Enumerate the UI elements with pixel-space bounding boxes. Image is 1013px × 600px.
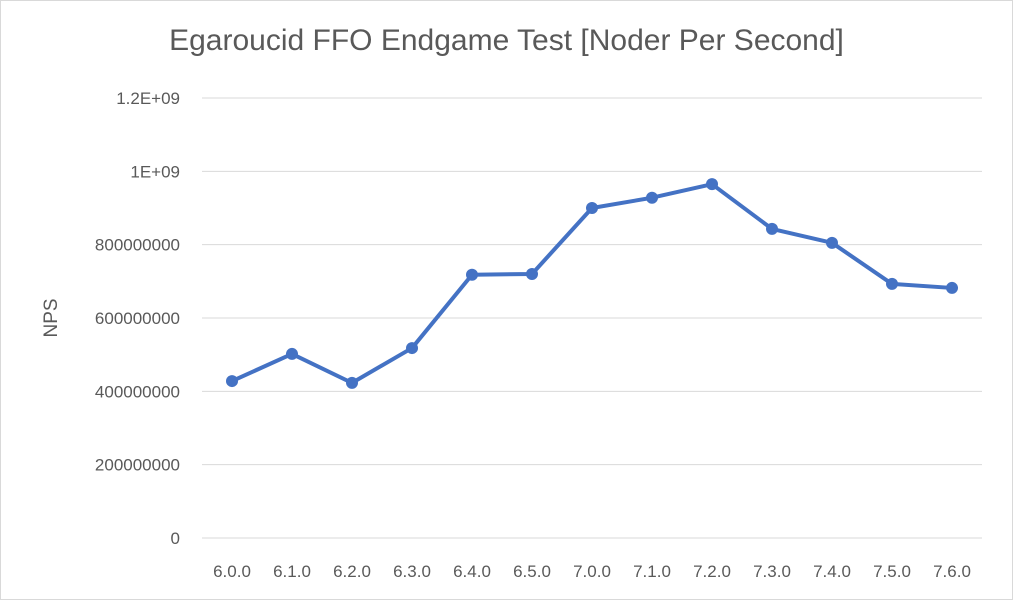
data-point [586, 202, 598, 214]
y-tick-label: 0 [171, 529, 180, 548]
data-point [766, 222, 778, 235]
chart-title: Egaroucid FFO Endgame Test [Noder Per Se… [169, 24, 844, 57]
x-tick-label: 6.5.0 [513, 562, 551, 581]
y-tick-label: 800000000 [95, 236, 180, 255]
data-point [826, 236, 838, 249]
data-point [466, 268, 478, 281]
data-point [226, 375, 238, 388]
x-tick-label: 7.4.0 [813, 562, 851, 581]
data-point [886, 277, 898, 290]
x-tick-label: 7.1.0 [633, 562, 671, 581]
x-tick-label: 6.3.0 [393, 562, 431, 581]
x-tick-label: 6.2.0 [333, 562, 371, 581]
y-tick-label: 1E+09 [130, 162, 180, 181]
x-tick-label: 7.6.0 [933, 562, 971, 581]
y-tick-label: 200000000 [95, 456, 180, 475]
y-axis-tick-labels: 0 200000000 400000000 600000000 800000000 1E+… [95, 89, 180, 548]
series-layer [226, 178, 958, 389]
data-point [406, 342, 418, 355]
y-tick-label: 400000000 [95, 382, 180, 401]
gridlines [202, 97, 982, 539]
x-axis-tick-labels: 6.0.0 6.1.0 6.2.0 6.3.0 6.4.0 6.5.0 7.0.0 7.1.0… [213, 562, 971, 581]
x-tick-label: 7.5.0 [873, 562, 911, 581]
x-tick-label: 6.0.0 [213, 562, 251, 581]
y-tick-label: 1.2E+09 [116, 89, 180, 108]
data-point [646, 191, 658, 204]
x-tick-label: 7.3.0 [753, 562, 791, 581]
y-tick-label: 600000000 [95, 309, 180, 328]
y-axis-label: NPS [41, 298, 62, 337]
data-point [286, 347, 298, 360]
x-tick-label: 6.4.0 [453, 562, 491, 581]
data-point [946, 281, 958, 294]
data-point [526, 268, 538, 280]
x-tick-label: 7.0.0 [573, 562, 611, 581]
x-tick-label: 7.2.0 [693, 562, 731, 581]
data-point [706, 178, 718, 191]
data-point [346, 376, 358, 389]
x-tick-label: 6.1.0 [273, 562, 311, 581]
